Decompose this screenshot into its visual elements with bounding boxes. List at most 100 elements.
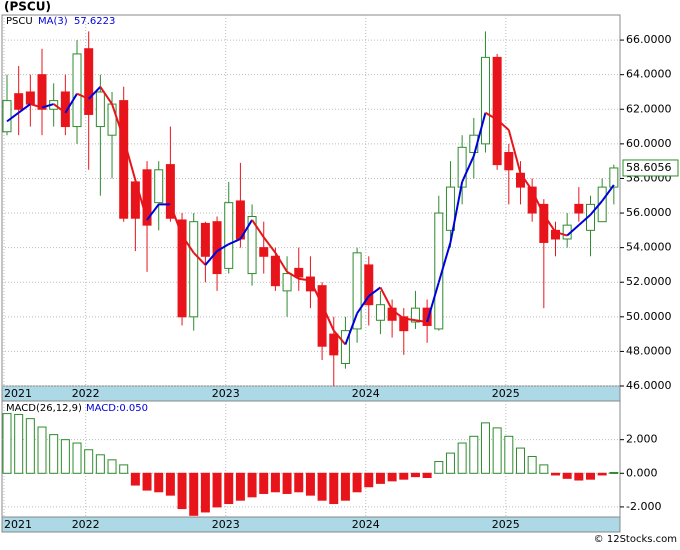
- ma-line: [134, 179, 148, 221]
- ma-line: [332, 330, 347, 346]
- candle-body: [154, 169, 164, 204]
- ma-line: [146, 203, 160, 221]
- candle-body: [282, 273, 292, 292]
- y-tick-label: 54.0000: [626, 241, 672, 254]
- macd-bar: [387, 472, 397, 482]
- ma-line: [589, 200, 603, 216]
- chart-title: (PSCU): [4, 0, 51, 14]
- macd-bar: [504, 435, 514, 474]
- ma-line: [18, 103, 31, 114]
- x-tick-label: 2024: [352, 518, 380, 531]
- ma-line: [415, 319, 428, 323]
- macd-bar: [469, 435, 479, 474]
- ma-line: [30, 103, 43, 109]
- macd-title: MACD(26,12,9): [6, 403, 82, 414]
- macd-bar: [107, 459, 117, 474]
- macd-bar: [305, 472, 315, 496]
- y-tick-label: 50.0000: [626, 310, 672, 323]
- candle-body: [375, 304, 385, 321]
- candle-body: [364, 264, 374, 306]
- candle-body: [270, 255, 280, 287]
- x-tick-label: 2021: [4, 518, 32, 531]
- macd-bar: [586, 472, 595, 480]
- macd-bar: [422, 472, 432, 478]
- y-tick-label: 2.000: [626, 433, 658, 446]
- macd-bar: [212, 472, 222, 508]
- macd-bar: [574, 472, 584, 481]
- macd-bar: [340, 472, 350, 501]
- candle-body: [445, 186, 455, 231]
- candle-body: [119, 100, 129, 219]
- candle-body: [200, 222, 210, 257]
- macd-bar: [224, 472, 234, 505]
- y-tick-label: 62.0000: [626, 102, 672, 115]
- macd-bar: [352, 472, 362, 493]
- macd-bar: [95, 454, 105, 474]
- candle-body: [177, 219, 187, 318]
- ma-line: [519, 172, 533, 192]
- macd-legend: MACD:0.050: [86, 403, 148, 414]
- candle-body: [14, 93, 24, 110]
- candle-body: [2, 100, 12, 133]
- ma-line: [309, 280, 323, 306]
- ma-line: [76, 92, 90, 100]
- ma-line: [426, 281, 440, 323]
- candle-body: [72, 53, 82, 128]
- ma-line: [216, 243, 230, 252]
- x-tick-label: 2023: [212, 387, 240, 400]
- candle-body: [399, 316, 409, 332]
- x-tick-label: 2023: [212, 518, 240, 531]
- x-tick-label: 2024: [352, 387, 380, 400]
- macd-bar: [329, 472, 339, 505]
- macd-bar: [597, 472, 607, 476]
- candle-body: [410, 307, 420, 323]
- macd-bar: [410, 472, 420, 478]
- ma-line: [64, 93, 78, 114]
- macd-bar: [492, 427, 502, 474]
- macd-bar: [270, 472, 280, 493]
- ma-line: [169, 204, 183, 236]
- ma-line: [181, 234, 195, 254]
- x-tick-label: 2025: [492, 387, 520, 400]
- macd-bar: [49, 434, 59, 474]
- ma-line: [472, 112, 487, 157]
- x-tick-label: 2025: [492, 518, 520, 531]
- ma-line: [555, 231, 568, 237]
- ma-line: [496, 118, 510, 131]
- candle-body: [84, 48, 94, 115]
- y-tick-label: 0.000: [626, 466, 658, 479]
- legend-ma-value: 57.6223: [74, 16, 115, 27]
- candle-body: [224, 202, 234, 269]
- ma-line: [437, 242, 452, 283]
- y-tick-label: 56.0000: [626, 206, 672, 219]
- ma-line: [403, 317, 416, 322]
- candle-body: [422, 307, 432, 326]
- x-tick-label: 2022: [72, 387, 100, 400]
- macd-bar: [119, 464, 129, 474]
- macd-bar: [177, 472, 187, 510]
- ma-line: [531, 190, 545, 216]
- candle-body: [480, 56, 490, 145]
- ma-line: [251, 219, 265, 238]
- x-tick-label: 2021: [4, 387, 32, 400]
- y-tick-label: 66.0000: [626, 33, 672, 46]
- y-tick-label: 48.0000: [626, 344, 672, 357]
- candle-body: [259, 247, 269, 257]
- candle-body: [212, 221, 222, 275]
- macd-bar: [434, 461, 444, 474]
- macd-bar: [37, 426, 47, 474]
- candle-body: [352, 252, 362, 330]
- macd-bar: [154, 472, 164, 493]
- macd-bar: [527, 455, 537, 474]
- macd-bar: [235, 472, 245, 501]
- macd-bar: [2, 413, 12, 474]
- ma-line: [193, 252, 207, 266]
- macd-bar: [609, 471, 619, 474]
- ma-line: [6, 111, 20, 123]
- ma-line: [274, 252, 288, 273]
- candle-body: [142, 169, 152, 226]
- y-tick-label: 52.0000: [626, 275, 672, 288]
- macd-bar: [457, 442, 467, 474]
